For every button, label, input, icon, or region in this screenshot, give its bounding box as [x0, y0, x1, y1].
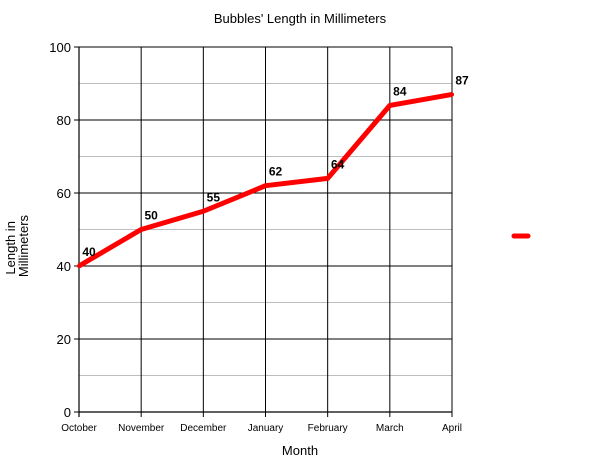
- y-tick-label: 20: [57, 332, 71, 347]
- data-label: 50: [144, 209, 158, 223]
- data-labels: 40 50 55 62 64 84 87: [82, 73, 469, 259]
- chart-title: Bubbles' Length in Millimeters: [214, 11, 387, 26]
- x-tick-label: April: [442, 423, 462, 434]
- data-label: 40: [82, 245, 96, 259]
- x-tick-labels: October November December January February Ma…: [61, 423, 462, 434]
- x-tick-label: March: [376, 423, 404, 434]
- series-group: [77, 91, 454, 269]
- data-label: 84: [393, 84, 407, 98]
- data-label: 87: [455, 73, 469, 87]
- x-tick-label: January: [248, 423, 284, 434]
- y-axis-label-line-2: Millimeters: [16, 214, 31, 277]
- y-tick-labels: 0 20 40 60 80 100: [49, 40, 71, 420]
- data-point: [325, 176, 330, 181]
- data-point: [450, 92, 454, 97]
- x-tick-label: October: [61, 423, 97, 434]
- data-point: [263, 183, 268, 188]
- y-axis-label-line-1: Length in: [3, 221, 18, 275]
- y-tick-label: 0: [64, 405, 71, 420]
- y-tick-label: 100: [49, 40, 71, 55]
- x-axis-label: Month: [282, 443, 318, 458]
- data-point: [387, 103, 392, 108]
- x-tick-label: February: [308, 423, 348, 434]
- data-label: 62: [269, 165, 283, 179]
- data-point: [139, 227, 144, 232]
- grid: [78, 46, 453, 413]
- data-point: [201, 209, 206, 214]
- y-tick-label: 60: [57, 186, 71, 201]
- y-tick-label: 80: [57, 113, 71, 128]
- data-label: 55: [207, 190, 221, 204]
- y-tick-label: 40: [57, 259, 71, 274]
- data-point: [77, 264, 81, 268]
- x-tick-label: November: [118, 423, 165, 434]
- y-axis-label: Length in Millimeters: [3, 214, 31, 277]
- x-tick-label: December: [180, 423, 227, 434]
- data-label: 64: [331, 157, 345, 171]
